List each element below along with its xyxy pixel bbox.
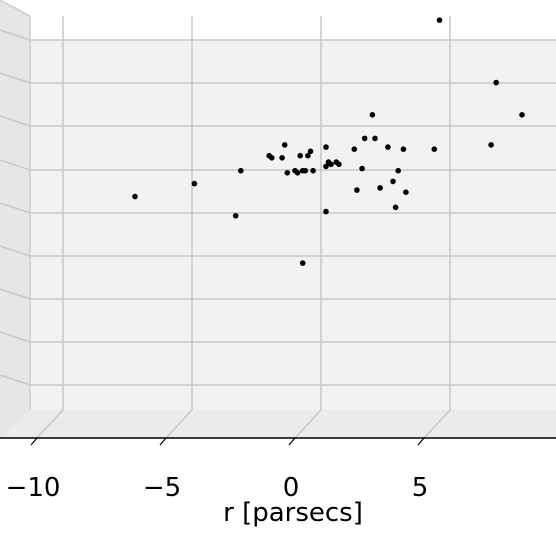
grid-line-side <box>0 331 31 343</box>
x-tick-label: −5 <box>143 473 181 503</box>
data-point <box>385 144 391 150</box>
grid-line-side <box>0 374 31 386</box>
data-point <box>299 260 306 266</box>
data-point <box>377 185 383 191</box>
x-tick-mark <box>30 437 38 446</box>
grid-line-floor <box>165 409 193 439</box>
data-point <box>328 161 334 168</box>
data-point <box>305 152 311 159</box>
data-point <box>351 146 358 152</box>
grid-line-floor <box>423 409 451 439</box>
data-point <box>395 167 402 174</box>
grid-line-side <box>0 245 31 257</box>
data-point <box>294 170 301 176</box>
data-point <box>400 146 407 152</box>
data-point <box>232 213 239 219</box>
data-point <box>269 155 275 161</box>
data-point <box>191 180 198 187</box>
data-point <box>279 155 285 161</box>
data-point <box>323 144 329 150</box>
grid-line-floor <box>36 409 64 439</box>
x-tick-label: 0 <box>283 473 300 503</box>
x-axis-label: r [parsecs] <box>223 498 363 528</box>
grid-line-side <box>0 159 31 171</box>
data-point <box>284 170 291 176</box>
data-point <box>390 178 396 185</box>
data-point <box>361 135 368 142</box>
x-tick-label: 5 <box>412 473 429 503</box>
data-points <box>132 17 525 266</box>
data-point <box>323 163 329 170</box>
data-point <box>132 193 138 200</box>
grid-line-side <box>0 29 31 41</box>
grid-line-side <box>0 288 31 300</box>
grid-line-side <box>0 202 31 214</box>
data-point <box>302 167 309 174</box>
grid-line-side <box>0 115 31 127</box>
data-point <box>392 204 399 211</box>
data-point <box>431 146 438 152</box>
grid-line-side <box>0 72 31 84</box>
data-point <box>310 167 316 174</box>
data-point <box>369 112 376 118</box>
data-point <box>519 112 525 118</box>
data-point <box>354 187 360 193</box>
data-point <box>238 167 244 174</box>
x-tick-label: −10 <box>6 473 61 503</box>
data-point <box>403 189 409 195</box>
data-point <box>336 161 342 168</box>
data-point <box>488 142 494 148</box>
grid-line-floor <box>294 409 322 439</box>
x-axis-ticks: −10 −5 0 5 <box>6 437 429 503</box>
x-tick-mark <box>288 437 296 446</box>
grid-lines <box>0 16 556 439</box>
data-point <box>372 135 378 142</box>
left-pane <box>0 0 30 438</box>
data-point <box>359 165 365 172</box>
x-tick-mark <box>159 437 167 446</box>
data-point <box>493 79 500 86</box>
data-point <box>281 142 288 148</box>
data-point <box>297 152 304 159</box>
x-tick-mark <box>417 437 425 446</box>
data-point <box>307 148 314 155</box>
back-pane <box>30 40 556 410</box>
data-point <box>436 17 443 24</box>
floor-pane <box>0 410 556 438</box>
data-point <box>323 208 329 215</box>
pane-edges <box>0 0 31 410</box>
